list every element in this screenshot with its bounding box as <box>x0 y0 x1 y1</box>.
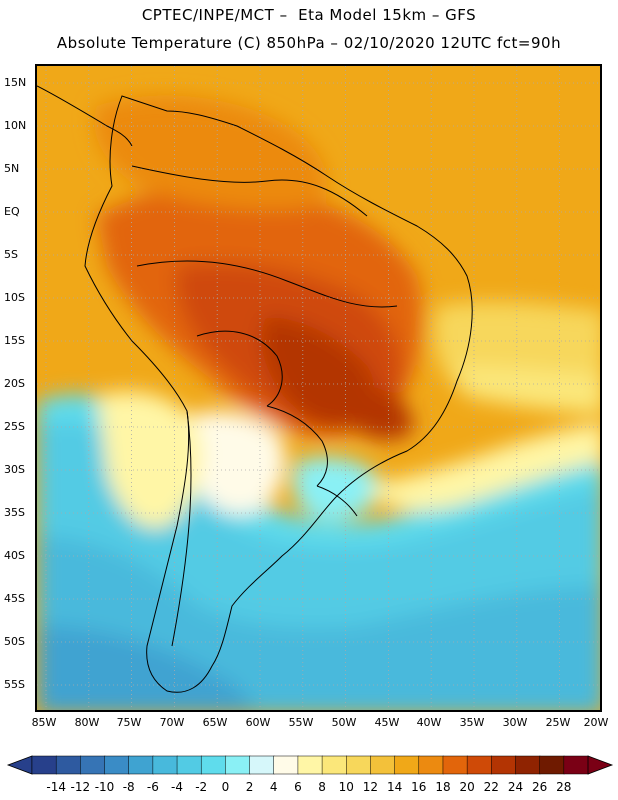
lon-tick-25w: 25W <box>545 716 571 729</box>
border-paraguay <box>266 405 328 487</box>
colorbar-label: -12 <box>70 780 91 794</box>
lat-tick-15n: 15N <box>4 76 27 89</box>
colorbar-label: -14 <box>46 780 66 794</box>
lat-tick-45s: 45S <box>4 592 25 605</box>
colorbar-label: 4 <box>269 780 278 794</box>
temperature-colorbar <box>6 755 614 775</box>
colorbar-swatch <box>394 755 420 775</box>
lat-tick-50s: 50S <box>4 635 25 648</box>
lat-tick-10s: 10S <box>4 291 25 304</box>
lon-tick-45w: 45W <box>374 716 400 729</box>
lon-tick-50w: 50W <box>331 716 357 729</box>
colorbar-swatch <box>128 755 154 775</box>
map-title-line-1: CPTEC/INPE/MCT – Eta Model 15km – GFS <box>141 6 477 24</box>
lon-tick-75w: 75W <box>116 716 142 729</box>
colorbar-swatch <box>249 755 275 775</box>
colorbar-label: 6 <box>294 780 302 794</box>
border-bolivia <box>196 330 283 407</box>
border-north <box>131 165 368 217</box>
lon-tick-40w: 40W <box>416 716 442 729</box>
lat-tick-eq: EQ <box>4 205 20 218</box>
colorbar-swatch <box>539 755 565 775</box>
colorbar-swatch <box>55 755 82 775</box>
colorbar-label: 0 <box>221 780 230 794</box>
colorbar-swatch <box>225 755 251 775</box>
lat-tick-5s: 5S <box>4 248 18 261</box>
coastline-south-america <box>84 95 473 693</box>
colorbar-label: -2 <box>195 780 208 794</box>
colorbar-label: 20 <box>459 780 475 794</box>
colorbar-swatch <box>80 755 106 775</box>
colorbar-label: -4 <box>171 780 184 794</box>
colorbar-swatch <box>491 755 517 775</box>
colorbar-label: 24 <box>507 780 524 794</box>
colorbar-swatch <box>200 755 227 775</box>
map-title-line-2: Absolute Temperature (C) 850hPa – 02/10/… <box>56 34 562 52</box>
colorbar-label: 28 <box>556 780 572 794</box>
colorbar-label: 10 <box>338 780 354 794</box>
colorbar-label: 14 <box>386 780 403 794</box>
colorbar-swatch <box>370 755 396 775</box>
lon-tick-30w: 30W <box>502 716 528 729</box>
colorbar-label: 8 <box>318 780 326 794</box>
colorbar-label: 12 <box>362 780 379 794</box>
lon-tick-60w: 60W <box>245 716 271 729</box>
colorbar-label: -10 <box>94 780 115 794</box>
lon-tick-85w: 85W <box>31 716 57 729</box>
lon-tick-35w: 35W <box>459 716 485 729</box>
lon-tick-70w: 70W <box>159 716 185 729</box>
colorbar-swatch <box>418 755 444 775</box>
colorbar-swatch <box>104 755 130 775</box>
colorbar-label: 2 <box>245 780 254 794</box>
lon-tick-55w: 55W <box>288 716 314 729</box>
colorbar-low-arrow <box>6 755 33 775</box>
colorbar-label: 16 <box>411 780 427 794</box>
lat-tick-55s: 55S <box>4 678 25 691</box>
border-uruguay <box>316 485 358 517</box>
map-canvas <box>37 66 600 710</box>
colorbar-swatch <box>321 755 348 775</box>
map-graticule <box>37 66 600 710</box>
colorbar-swatch <box>466 755 493 775</box>
colorbar-swatch <box>515 755 541 775</box>
colorbar-label: 22 <box>483 780 499 794</box>
border-argentina-chile <box>171 410 192 647</box>
colorbar-swatch <box>176 755 202 775</box>
border-amazon <box>136 260 398 308</box>
lat-tick-30s: 30S <box>4 463 25 476</box>
lat-tick-35s: 35S <box>4 506 25 519</box>
lat-tick-40s: 40S <box>4 549 25 562</box>
lat-tick-5n: 5N <box>4 162 20 175</box>
temperature-field <box>37 95 600 710</box>
colorbar-high-arrow <box>587 755 614 775</box>
temperature-map[interactable] <box>35 64 602 712</box>
lat-tick-20s: 20S <box>4 377 25 390</box>
central-america <box>37 85 133 147</box>
lat-tick-25s: 25S <box>4 420 25 433</box>
coastlines <box>37 85 473 693</box>
colorbar-swatch <box>563 755 589 775</box>
colorbar-swatch <box>346 755 372 775</box>
colorbar-label: -6 <box>146 780 159 794</box>
lon-tick-20w: 20W <box>583 716 609 729</box>
colorbar-swatch <box>152 755 178 775</box>
lat-tick-15s: 15S <box>4 334 25 347</box>
colorbar-label: -8 <box>122 780 135 794</box>
colorbar-swatch <box>297 755 323 775</box>
colorbar-swatch <box>31 755 57 775</box>
lon-tick-80w: 80W <box>74 716 100 729</box>
colorbar-swatch <box>273 755 299 775</box>
lat-tick-10n: 10N <box>4 119 27 132</box>
colorbar-label: 18 <box>435 780 451 794</box>
colorbar-label: 26 <box>532 780 548 794</box>
lon-tick-65w: 65W <box>202 716 228 729</box>
colorbar-swatch <box>442 755 468 775</box>
